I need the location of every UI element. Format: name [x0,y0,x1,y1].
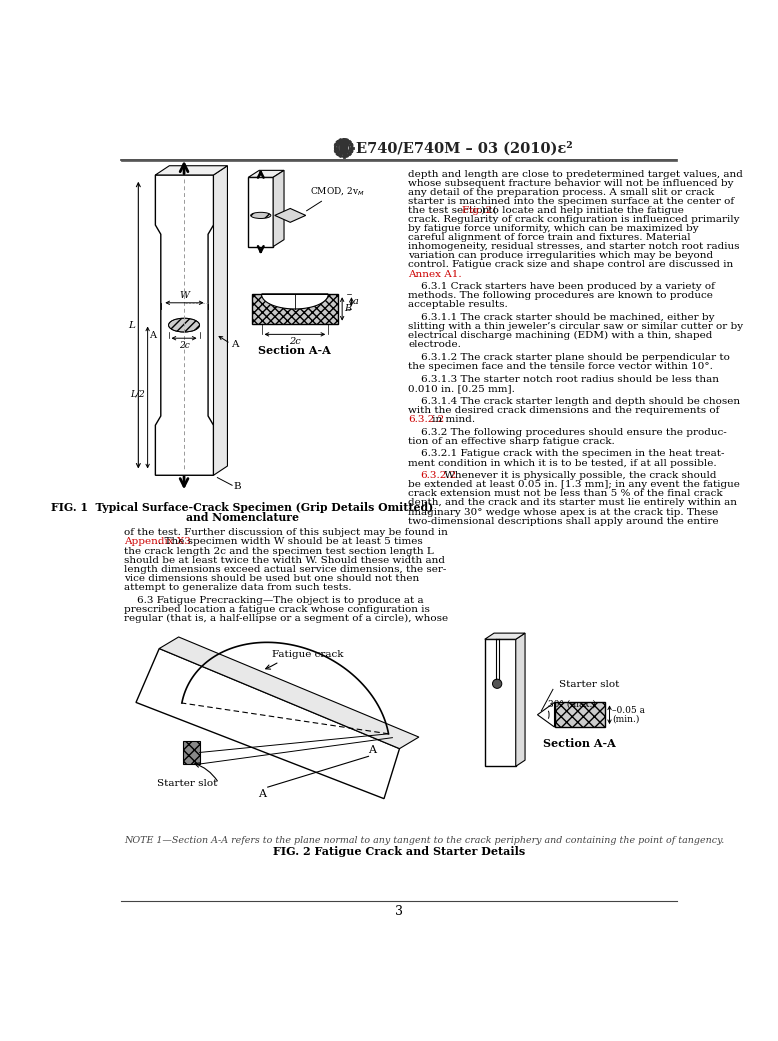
Text: any detail of the preparation process. A small slit or crack: any detail of the preparation process. A… [408,187,714,197]
Text: L/2: L/2 [131,389,145,398]
Ellipse shape [251,212,271,219]
Text: ment condition in which it is to be tested, if at all possible.: ment condition in which it is to be test… [408,458,717,467]
Text: slitting with a thin jeweler’s circular saw or similar cutter or by: slitting with a thin jeweler’s circular … [408,323,743,331]
Circle shape [492,679,502,688]
Text: Fig. 2: Fig. 2 [462,206,492,214]
Text: Appendix X3: Appendix X3 [124,537,191,547]
Text: NOTE 1—Section A-A refers to the plane normal to any tangent to the crack periph: NOTE 1—Section A-A refers to the plane n… [124,836,724,844]
Polygon shape [248,171,284,177]
Text: Starter slot: Starter slot [559,680,619,688]
Polygon shape [516,633,525,766]
Text: A: A [231,339,239,349]
Text: starter is machined into the specimen surface at the center of: starter is machined into the specimen su… [408,197,734,206]
Text: of the test. Further discussion of this subject may be found in: of the test. Further discussion of this … [124,529,448,537]
Text: 0.010 in. [0.25 mm].: 0.010 in. [0.25 mm]. [408,384,515,393]
Text: should be at least twice the width W. Should these width and: should be at least twice the width W. Sh… [124,556,445,564]
Polygon shape [248,177,273,247]
Text: . The specimen width W should be at least 5 times: . The specimen width W should be at leas… [158,537,422,547]
Polygon shape [538,703,555,727]
Text: 6.3.1 Crack starters have been produced by a variety of: 6.3.1 Crack starters have been produced … [408,282,715,291]
Text: ) to locate and help initiate the fatigue: ) to locate and help initiate the fatigu… [481,206,683,215]
Text: crack. Regularity of crack configuration is influenced primarily: crack. Regularity of crack configuration… [408,215,740,224]
Text: 6.3.2.1 Fatigue crack with the specimen in the heat treat-: 6.3.2.1 Fatigue crack with the specimen … [408,450,724,458]
Bar [485,639,516,766]
Text: 6.3.2.2: 6.3.2.2 [420,472,457,480]
Text: B: B [233,482,241,491]
Text: the test section (: the test section ( [408,206,497,214]
Text: with the desired crack dimensions and the requirements of: with the desired crack dimensions and th… [408,406,720,414]
Text: electrical discharge machining (EDM) with a thin, shaped: electrical discharge machining (EDM) wit… [408,331,713,340]
Text: be extended at least 0.05 in. [1.3 mm]; in any event the fatigue: be extended at least 0.05 in. [1.3 mm]; … [408,480,740,489]
Text: vice dimensions should be used but one should not then: vice dimensions should be used but one s… [124,574,419,583]
Text: 2c: 2c [179,340,189,350]
Text: A: A [258,789,266,798]
Polygon shape [261,295,328,309]
Text: A: A [149,331,156,340]
Text: length dimensions exceed actual service dimensions, the ser-: length dimensions exceed actual service … [124,565,447,574]
Text: and Nomenclature: and Nomenclature [186,512,299,524]
Text: acceptable results.: acceptable results. [408,301,508,309]
Text: 6.3.2 The following procedures should ensure the produc-: 6.3.2 The following procedures should en… [408,428,727,436]
Text: imaginary 30° wedge whose apex is at the crack tip. These: imaginary 30° wedge whose apex is at the… [408,508,718,516]
Text: CMOD, 2v$_{M}$: CMOD, 2v$_{M}$ [307,185,365,211]
Text: the crack length 2c and the specimen test section length L: the crack length 2c and the specimen tes… [124,547,434,556]
Text: depth and length are close to predetermined target values, and: depth and length are close to predetermi… [408,170,743,179]
Text: Section A-A: Section A-A [258,346,331,356]
Bar [183,741,199,764]
Text: regular (that is, a half-ellipse or a segment of a circle), whose: regular (that is, a half-ellipse or a se… [124,614,448,623]
Ellipse shape [169,319,199,332]
Text: 6.3.2.2: 6.3.2.2 [408,415,444,424]
Polygon shape [136,649,399,798]
Text: control. Fatigue crack size and shape control are discussed in: control. Fatigue crack size and shape co… [408,260,734,270]
Text: 30° (max.): 30° (max.) [548,700,596,709]
Text: FIG. 2 Fatigue Crack and Starter Details: FIG. 2 Fatigue Crack and Starter Details [272,845,525,857]
Text: A: A [369,744,377,755]
Text: –0.05 a: –0.05 a [612,706,645,714]
Text: the specimen face and the tensile force vector within 10°.: the specimen face and the tensile force … [408,362,713,372]
Bar [252,295,338,324]
Text: a: a [353,297,359,306]
Text: W: W [179,291,189,301]
Text: B: B [345,304,352,313]
Text: 6.3.1.4 The crack starter length and depth should be chosen: 6.3.1.4 The crack starter length and dep… [408,397,740,406]
Text: in mind.: in mind. [429,415,475,424]
Text: 2c: 2c [289,336,301,346]
Polygon shape [156,166,227,175]
Text: prescribed location a fatigue crack whose configuration is: prescribed location a fatigue crack whos… [124,605,430,614]
Text: inhomogeneity, residual stresses, and starter notch root radius: inhomogeneity, residual stresses, and st… [408,243,740,251]
Text: Section A-A: Section A-A [543,738,615,748]
Bar [555,703,605,727]
Text: 6.3.1.2 The crack starter plane should be perpendicular to: 6.3.1.2 The crack starter plane should b… [408,353,730,362]
Polygon shape [273,171,284,247]
Text: 6.3 Fatigue Precracking—The object is to produce at a: 6.3 Fatigue Precracking—The object is to… [124,595,424,605]
Text: 6.3.1.1 The crack starter should be machined, either by: 6.3.1.1 The crack starter should be mach… [408,313,714,322]
Text: Annex A1.: Annex A1. [408,270,461,279]
Text: Starter slot: Starter slot [157,779,217,788]
Text: Fatigue crack: Fatigue crack [272,650,343,659]
Text: Whenever it is physically possible, the crack should: Whenever it is physically possible, the … [441,472,717,480]
Polygon shape [156,175,213,476]
Text: by fatigue force uniformity, which can be maximized by: by fatigue force uniformity, which can b… [408,224,699,233]
Polygon shape [159,637,419,748]
Text: (min.): (min.) [612,714,640,723]
Polygon shape [275,208,306,223]
Text: L: L [128,321,135,330]
Polygon shape [485,633,525,639]
Text: depth, and the crack and its starter must lie entirely within an: depth, and the crack and its starter mus… [408,499,737,508]
Text: methods. The following procedures are known to produce: methods. The following procedures are kn… [408,291,713,301]
Text: attempt to generalize data from such tests.: attempt to generalize data from such tes… [124,583,352,592]
Text: 3: 3 [394,906,403,918]
Text: 6.3.1.3 The starter notch root radius should be less than: 6.3.1.3 The starter notch root radius sh… [408,375,719,384]
Text: FIG. 1  Typical Surface-Crack Specimen (Grip Details Omitted): FIG. 1 Typical Surface-Crack Specimen (G… [51,502,433,513]
Text: variation can produce irregularities which may be beyond: variation can produce irregularities whi… [408,251,713,260]
Text: whose subsequent fracture behavior will not be influenced by: whose subsequent fracture behavior will … [408,179,734,187]
Polygon shape [340,138,348,155]
Text: electrode.: electrode. [408,340,461,350]
Text: crack extension must not be less than 5 % of the final crack: crack extension must not be less than 5 … [408,489,723,499]
Text: two-dimensional descriptions shall apply around the entire: two-dimensional descriptions shall apply… [408,516,719,526]
Text: tion of an effective sharp fatigue crack.: tion of an effective sharp fatigue crack… [408,437,615,446]
Text: E740/E740M – 03 (2010)ε²: E740/E740M – 03 (2010)ε² [356,142,573,156]
Text: careful alignment of force train and fixtures. Material: careful alignment of force train and fix… [408,233,691,243]
Polygon shape [213,166,227,476]
